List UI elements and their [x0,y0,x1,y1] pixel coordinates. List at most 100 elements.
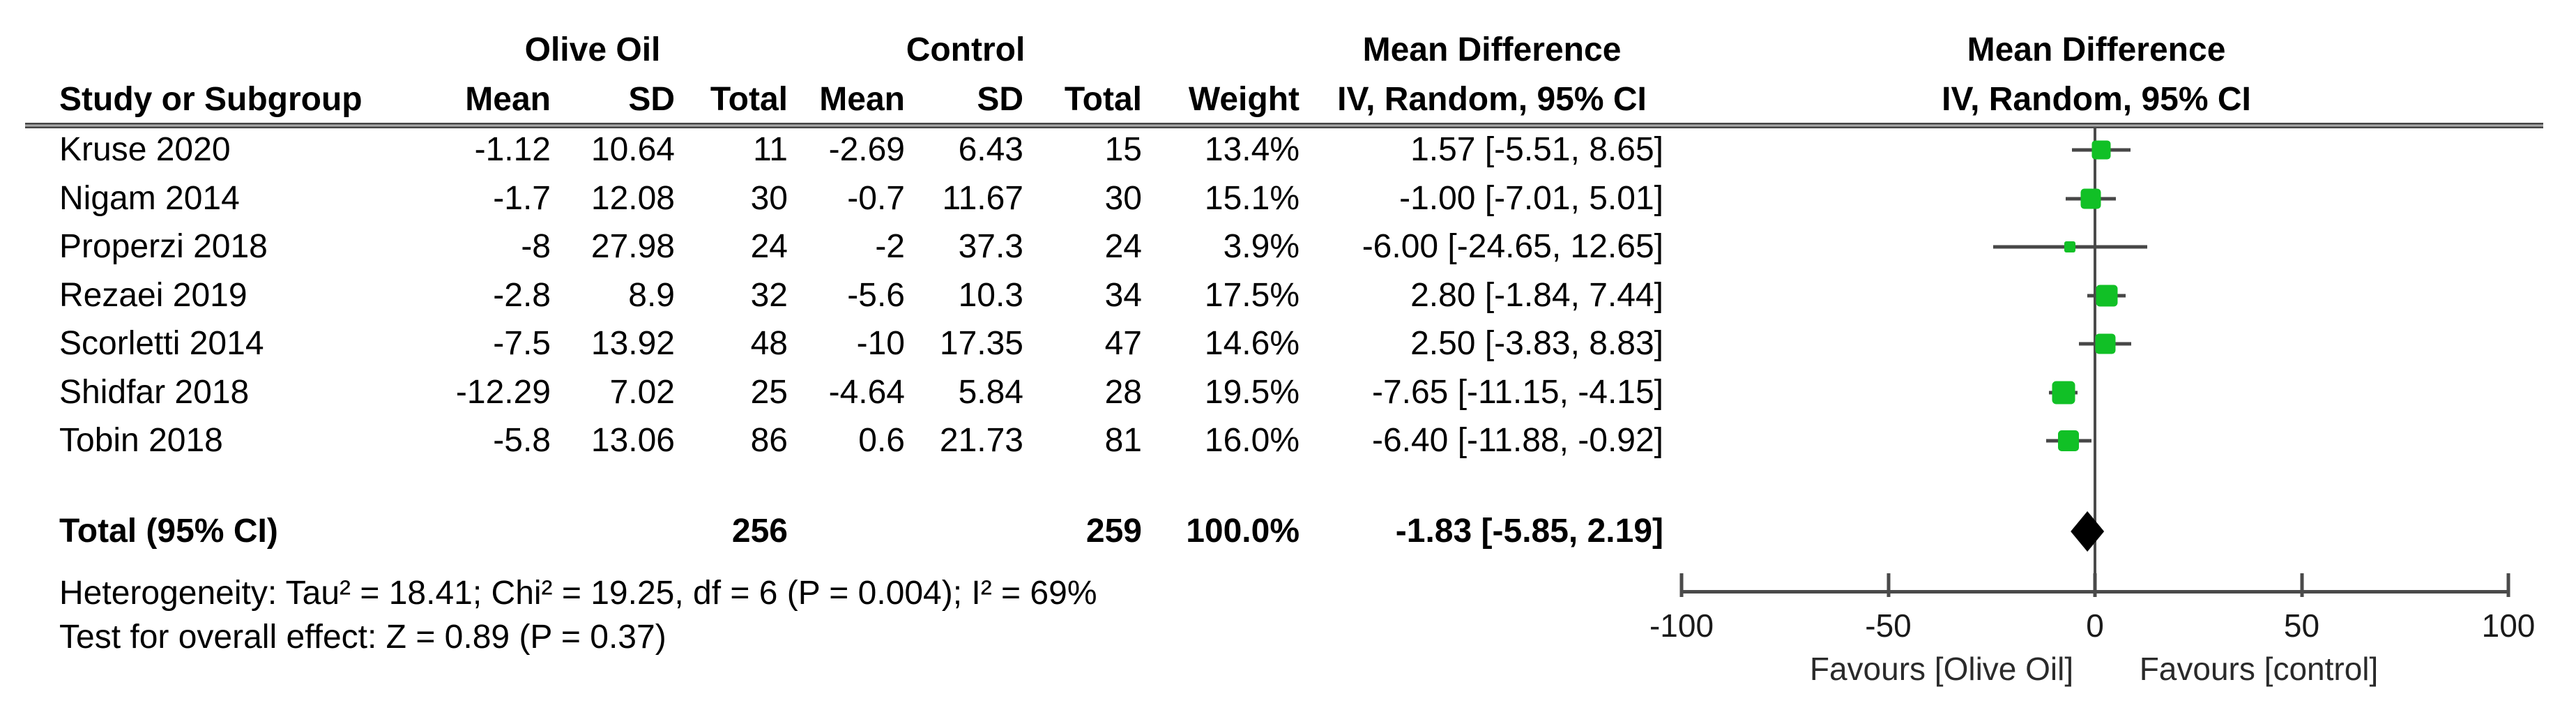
cell-weight: 19.5% [1204,374,1300,411]
axis-tick-label: -100 [1649,607,1714,644]
plot-column-subtitle: IV, Random, 95% CI [1942,81,2251,118]
cell-c-sd: 37.3 [958,228,1023,265]
effect-marker [2080,188,2101,209]
cell-c-total: 34 [1104,277,1142,314]
effect-marker [2052,381,2075,405]
cell-ci-text: -1.00 [-7.01, 5.01] [1399,180,1663,217]
cell-c-mean: 0.6 [858,422,905,459]
col-header-c-mean: Mean [819,81,905,118]
cell-ci-text: 1.57 [-5.51, 8.65] [1410,131,1663,168]
cell-oo-sd: 7.02 [609,374,675,411]
study-name: Kruse 2020 [59,131,231,168]
cell-oo-total: 25 [750,374,788,411]
cell-ci-text: 2.80 [-1.84, 7.44] [1410,277,1663,314]
col-header-c-total: Total [1064,81,1142,118]
pooled-estimate-diamond [2071,511,2105,552]
cell-c-sd: 11.67 [942,180,1023,217]
axis-tick-label: 0 [2086,607,2104,644]
study-name: Scorletti 2014 [59,325,264,362]
cell-oo-total: 30 [750,180,788,217]
cell-c-total: 47 [1104,325,1142,362]
total-ci-text: -1.83 [-5.85, 2.19] [1395,513,1663,550]
cell-oo-sd: 10.64 [590,131,675,168]
cell-oo-mean: -1.7 [493,180,551,217]
study-name: Tobin 2018 [59,422,223,459]
favours-right-label: Favours [control] [2139,651,2379,687]
cell-weight: 17.5% [1204,277,1300,314]
cell-oo-mean: -12.29 [455,374,551,411]
cell-c-mean: -10 [856,325,905,362]
cell-c-mean: -2.69 [828,131,905,168]
cell-oo-sd: 27.98 [590,228,675,265]
header-separator-line [25,123,2543,128]
cell-weight: 13.4% [1204,131,1300,168]
cell-oo-mean: -5.8 [493,422,551,459]
cell-c-mean: -4.64 [828,374,905,411]
total-label: Total (95% CI) [59,513,278,550]
col-header-c-sd: SD [977,81,1023,118]
cell-c-mean: -5.6 [847,277,905,314]
cell-c-total: 15 [1104,131,1142,168]
axis-tick-label: -50 [1865,607,1912,644]
effect-marker [2095,333,2116,354]
cell-ci-text: -6.40 [-11.88, -0.92] [1371,422,1663,459]
cell-weight: 3.9% [1223,228,1300,265]
axis-tick [2300,573,2303,597]
cell-c-sd: 21.73 [939,422,1023,459]
cell-weight: 15.1% [1204,180,1300,217]
cell-c-total: 81 [1104,422,1142,459]
cell-oo-total: 32 [750,277,788,314]
cell-oo-total: 48 [750,325,788,362]
cell-ci-text: -6.00 [-24.65, 12.65] [1362,228,1663,265]
axis-tick [2093,573,2097,597]
cell-oo-total: 24 [750,228,788,265]
axis-tick [1679,573,1684,597]
cell-oo-total: 11 [753,131,788,168]
cell-oo-total: 86 [750,422,788,459]
cell-ci-text: -7.65 [-11.15, -4.15] [1371,374,1663,411]
col-header-weight: Weight [1188,81,1300,118]
cell-c-sd: 10.3 [958,277,1023,314]
axis-tick-label: 50 [2283,607,2320,644]
cell-c-total: 28 [1104,374,1142,411]
cell-oo-sd: 12.08 [590,180,675,217]
cell-c-total: 30 [1104,180,1142,217]
cell-c-total: 24 [1104,228,1142,265]
axis-tick-label: 100 [2481,607,2536,644]
cell-oo-mean: -7.5 [493,325,551,362]
cell-oo-sd: 8.9 [628,277,675,314]
plot-column-title: Mean Difference [1967,31,2226,68]
cell-c-sd: 5.84 [958,374,1023,411]
total-weight: 100.0% [1186,513,1300,550]
favours-left-label: Favours [Olive Oil] [1809,651,2074,687]
study-name: Nigam 2014 [59,180,240,217]
study-name: Shidfar 2018 [59,374,250,411]
col-header-study: Study or Subgroup [59,81,363,118]
cell-oo-mean: -2.8 [493,277,551,314]
cell-oo-mean: -8 [521,228,551,265]
heterogeneity-text: Heterogeneity: Tau² = 18.41; Chi² = 19.2… [59,575,1097,612]
axis-tick [1887,573,1890,597]
cell-oo-mean: -1.12 [474,131,551,168]
overall-effect-text: Test for overall effect: Z = 0.89 (P = 0… [59,619,666,656]
group-header-control: Control [906,31,1026,68]
cell-oo-sd: 13.06 [590,422,675,459]
cell-weight: 16.0% [1204,422,1300,459]
cell-c-sd: 6.43 [958,131,1023,168]
axis-tick [2506,573,2510,597]
group-header-olive-oil: Olive Oil [524,31,661,68]
effect-marker [2091,140,2111,160]
cell-oo-sd: 13.92 [590,325,675,362]
col-header-oo-mean: Mean [465,81,551,118]
study-name: Rezaei 2019 [59,277,247,314]
cell-c-mean: -0.7 [847,180,905,217]
effect-marker [2096,285,2118,307]
col-header-oo-total: Total [710,81,788,118]
effect-column-subtitle: IV, Random, 95% CI [1337,81,1647,118]
study-name: Properzi 2018 [59,228,268,265]
total-oo-total: 256 [731,513,788,550]
axis-line [1682,590,2508,594]
cell-ci-text: 2.50 [-3.83, 8.83] [1410,325,1663,362]
cell-c-mean: -2 [875,228,905,265]
